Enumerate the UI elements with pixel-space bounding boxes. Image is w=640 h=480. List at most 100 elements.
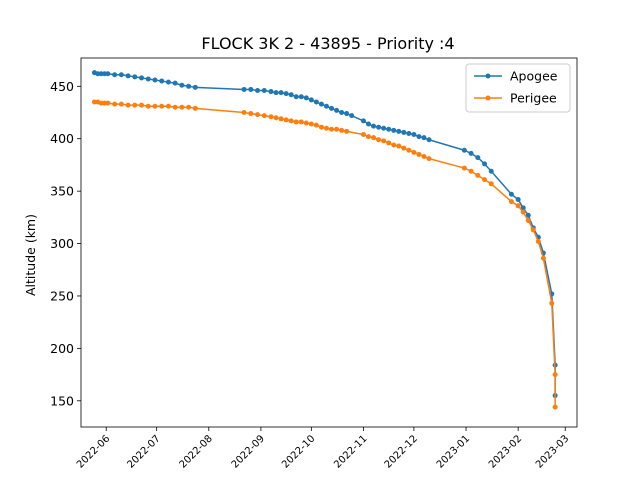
apogee-point (366, 121, 372, 127)
legend-apogee-label: Apogee (510, 69, 558, 84)
apogee-point (475, 155, 481, 161)
perigee-point (376, 137, 382, 143)
perigee-point (366, 134, 372, 140)
perigee-point (268, 114, 274, 120)
legend-perigee-label: Perigee (510, 91, 557, 106)
perigee-point (118, 101, 124, 107)
apogee-point (488, 168, 494, 174)
perigee-point (401, 145, 407, 151)
apogee-point (192, 84, 198, 90)
legend-apogee-marker (485, 73, 491, 79)
apogee-point (313, 99, 319, 105)
perigee-point (396, 143, 402, 149)
apogee-point (241, 86, 247, 92)
perigee-point (323, 125, 329, 131)
perigee-point (283, 117, 289, 123)
apogee-point (303, 95, 309, 101)
perigee-point (159, 103, 165, 109)
perigee-point (488, 181, 494, 187)
apogee-point (360, 118, 366, 124)
perigee-point (406, 147, 412, 153)
apogee-point (381, 125, 387, 131)
perigee-point (318, 124, 324, 130)
perigee-point (360, 132, 366, 138)
perigee-point (112, 101, 118, 107)
y-tick-label: 350 (50, 184, 74, 199)
perigee-point (139, 102, 145, 108)
apogee-point (349, 113, 355, 119)
apogee-point (112, 72, 118, 78)
perigee-point (461, 165, 467, 171)
perigee-point (132, 102, 138, 108)
apogee-point (172, 80, 178, 86)
apogee-point (376, 124, 382, 130)
apogee-point (248, 86, 254, 92)
chart-title: FLOCK 3K 2 - 43895 - Priority :4 (201, 34, 454, 53)
apogee-point (508, 191, 514, 197)
apogee-point (298, 94, 304, 100)
apogee-point (344, 111, 350, 117)
series-layer (91, 70, 558, 410)
y-tick-label: 300 (50, 236, 74, 251)
y-axis-ticks: 150 200 250 300 350 400 450 (50, 79, 81, 408)
apogee-point (411, 132, 417, 138)
perigee-point (411, 149, 417, 155)
perigee-point (278, 116, 284, 122)
perigee-point (303, 120, 309, 126)
apogee-point (145, 76, 151, 82)
apogee-point (283, 91, 289, 97)
perigee-point (549, 300, 555, 306)
apogee-point (268, 89, 274, 95)
perigee-point (339, 127, 345, 133)
perigee-point (125, 102, 131, 108)
perigee-point (298, 119, 304, 125)
perigee-point (515, 203, 521, 209)
apogee-point (165, 79, 171, 85)
perigee-point (426, 156, 432, 162)
perigee-point (386, 140, 392, 146)
apogee-point (371, 123, 377, 129)
apogee-point (426, 137, 432, 143)
perigee-point (293, 119, 299, 125)
apogee-point (278, 90, 284, 96)
y-tick-label: 400 (50, 131, 74, 146)
apogee-point (255, 88, 261, 93)
apogee-point (416, 134, 422, 140)
apogee-point (391, 127, 397, 133)
perigee-point (552, 404, 558, 410)
perigee-point (535, 238, 541, 244)
perigee-point (540, 255, 546, 261)
apogee-point (461, 147, 467, 153)
apogee-point (421, 135, 427, 141)
apogee-point (118, 72, 124, 78)
apogee-point (293, 94, 299, 100)
perigee-point (241, 110, 247, 116)
perigee-point (344, 128, 350, 134)
perigee-point (179, 104, 185, 110)
perigee-point (165, 103, 171, 109)
perigee-point (520, 209, 526, 215)
apogee-point (525, 212, 531, 218)
apogee-point (515, 197, 521, 203)
perigee-point (329, 126, 335, 132)
perigee-point (508, 199, 514, 205)
apogee-point (339, 110, 345, 116)
perigee-point (475, 172, 481, 178)
perigee-point (391, 142, 397, 148)
apogee-point (125, 73, 131, 79)
apogee-point (152, 77, 158, 83)
apogee-point (261, 88, 267, 93)
apogee-point (468, 150, 474, 156)
y-tick-label: 250 (50, 288, 74, 303)
perigee-point (172, 104, 178, 110)
apogee-point (288, 92, 294, 98)
perigee-point (530, 227, 536, 233)
perigee-point (273, 115, 279, 121)
apogee-point (334, 107, 340, 113)
perigee-point (525, 217, 531, 223)
perigee-point (308, 121, 314, 127)
series-perigee (91, 99, 558, 410)
perigee-point (371, 135, 377, 141)
perigee-point (334, 126, 340, 132)
